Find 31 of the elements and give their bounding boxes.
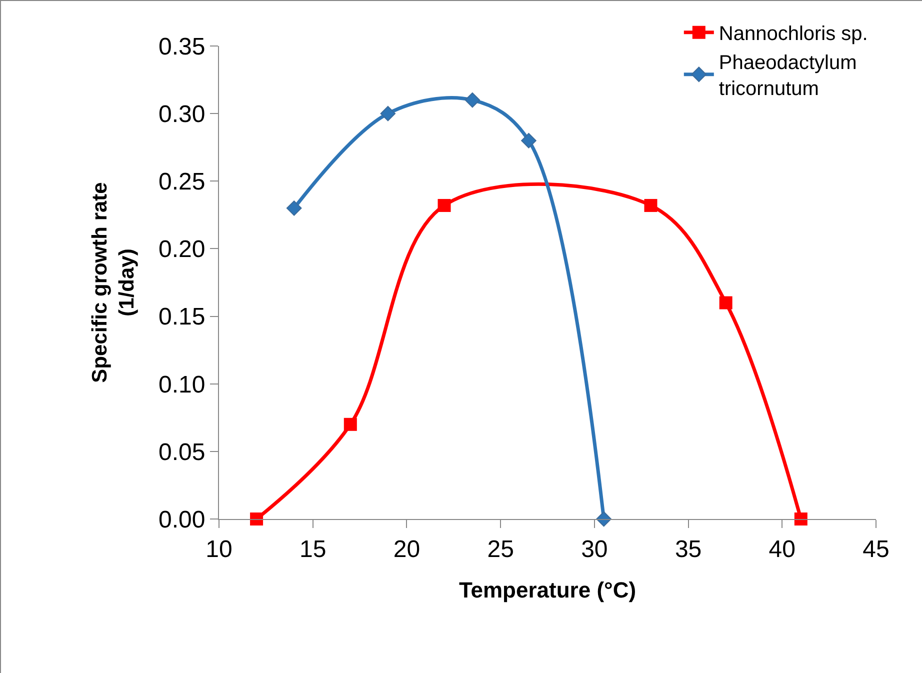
- point: [380, 106, 396, 122]
- point: [521, 132, 536, 148]
- point: [464, 92, 480, 108]
- y-tick-label: 0.25: [158, 168, 206, 196]
- x-tick-label: 45: [862, 536, 890, 563]
- x-tick-label: 35: [674, 536, 702, 563]
- point: [794, 512, 808, 526]
- y-tick-label: 0.20: [158, 236, 206, 264]
- y-tick-label: 0.35: [158, 33, 206, 60]
- y-tick-label: 0.30: [158, 100, 206, 128]
- legend-label: Nannochloris sp.: [718, 23, 868, 46]
- y-tick-label: 0.15: [158, 304, 206, 331]
- point: [596, 511, 612, 527]
- x-tick-label: 15: [300, 536, 326, 563]
- legend-label: Phaeodactylum tricornutum: [718, 52, 857, 100]
- point: [644, 198, 658, 212]
- point: [250, 512, 264, 526]
- point: [286, 200, 302, 216]
- y-tick-label: 0.10: [158, 371, 206, 398]
- x-tick-label: 20: [393, 536, 420, 563]
- point: [719, 296, 732, 310]
- x-tick-label: 30: [581, 536, 608, 563]
- point: [344, 418, 357, 431]
- x-tick-label: 25: [487, 536, 514, 563]
- x-tick-label: 10: [206, 536, 232, 563]
- x-tick-label: 40: [768, 536, 796, 563]
- y-tick-label: 0.05: [158, 438, 206, 466]
- x-axis-title: Temperature (°C): [458, 578, 636, 603]
- y-axis-title: Specific growth rate (1/day): [88, 182, 139, 383]
- point: [438, 198, 451, 212]
- y-tick-label: 0.00: [158, 506, 206, 534]
